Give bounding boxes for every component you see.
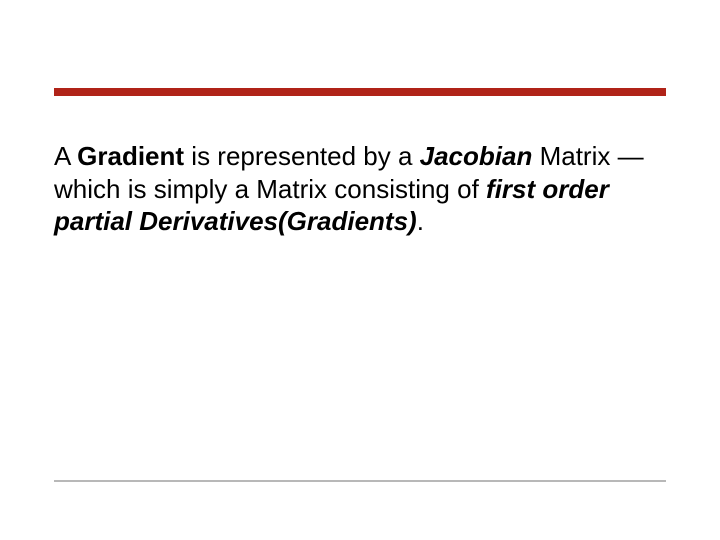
- text-bold-gradient: Gradient: [77, 141, 184, 171]
- slide: A Gradient is represented by a Jacobian …: [0, 0, 720, 540]
- top-accent-rule: [54, 88, 666, 96]
- text-segment: .: [417, 206, 424, 236]
- text-segment: A: [54, 141, 77, 171]
- bottom-divider-rule: [54, 480, 666, 482]
- text-bolditalic-jacobian: Jacobian: [420, 141, 533, 171]
- text-segment: is represented by a: [184, 141, 420, 171]
- body-paragraph: A Gradient is represented by a Jacobian …: [54, 140, 666, 238]
